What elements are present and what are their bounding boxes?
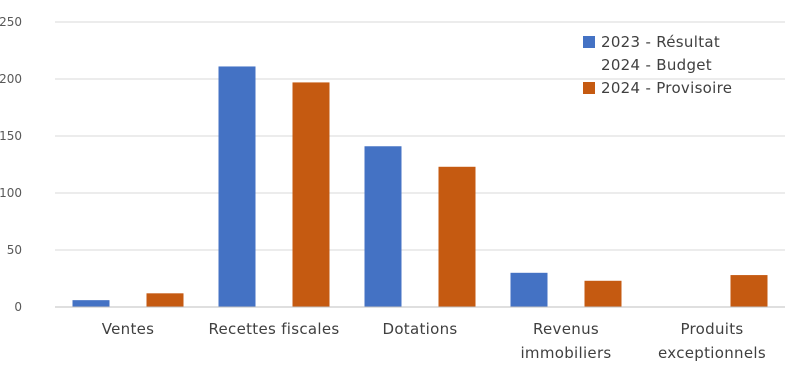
legend-label: 2024 - Budget xyxy=(601,56,712,74)
x-tick-label: Produits xyxy=(680,320,743,338)
bar xyxy=(146,293,184,307)
legend-label: 2023 - Résultat xyxy=(601,33,720,51)
y-tick-label: 150 xyxy=(0,129,22,143)
x-axis-labels: Ventes Recettes fiscales Dotations Revenus i… xyxy=(102,320,766,362)
x-tick-label: immobiliers xyxy=(520,344,611,362)
y-tick-label: 250 xyxy=(0,15,22,29)
x-tick-label: exceptionnels xyxy=(658,344,766,362)
legend-label: 2024 - Provisoire xyxy=(601,79,732,97)
bar xyxy=(438,166,476,307)
bar xyxy=(510,272,548,307)
gridlines xyxy=(55,21,785,251)
legend: 2023 - Résultat 2024 - Budget 2024 - Provi… xyxy=(583,33,732,97)
legend-swatch xyxy=(583,82,595,94)
x-tick-label: Dotations xyxy=(382,320,457,338)
bar xyxy=(364,146,402,307)
bar xyxy=(584,280,622,307)
x-tick-label: Revenus xyxy=(533,320,599,338)
bars xyxy=(72,66,768,308)
y-tick-label: 100 xyxy=(0,186,22,200)
x-tick-label: Ventes xyxy=(102,320,155,338)
bar xyxy=(292,82,330,307)
y-tick-label: 50 xyxy=(7,243,22,257)
y-axis-ticks: 0 50 100 150 200 250 xyxy=(0,15,22,314)
legend-swatch xyxy=(583,36,595,48)
x-tick-label: Recettes fiscales xyxy=(208,320,339,338)
y-tick-label: 200 xyxy=(0,72,22,86)
y-tick-label: 0 xyxy=(14,300,22,314)
bar xyxy=(218,66,256,308)
bar xyxy=(72,300,110,307)
bar xyxy=(730,275,768,307)
